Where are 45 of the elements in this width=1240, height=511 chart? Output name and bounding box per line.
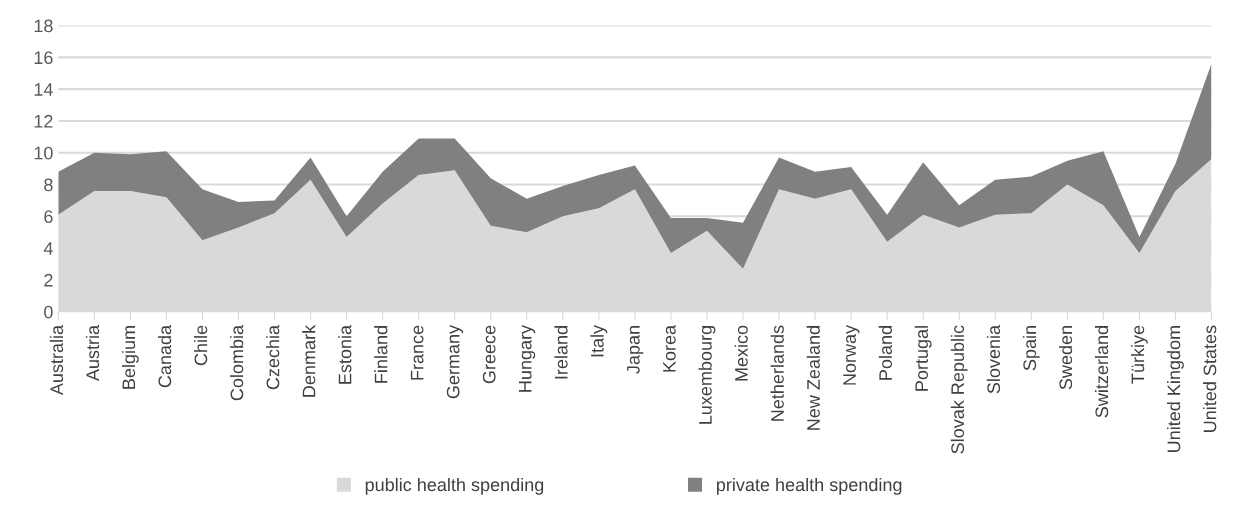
x-tick-label: Japan <box>627 326 644 374</box>
legend-label: private health spending <box>716 477 902 495</box>
y-tick-label: 0 <box>44 305 53 319</box>
y-tick-label: 16 <box>34 51 53 65</box>
x-tick-label: Luxembourg <box>698 326 716 424</box>
x-tick-label: Denmark <box>302 324 316 397</box>
x-tick-label: Poland <box>878 326 892 380</box>
x-tick-label: Slovenia <box>986 324 1001 394</box>
x-tick-label: Ireland <box>554 326 568 379</box>
x-tick-label: Italy <box>590 324 608 357</box>
y-tick-label: 6 <box>44 210 53 224</box>
y-tick-label: 18 <box>34 19 53 33</box>
x-tick-label: Australia <box>49 324 64 396</box>
x-tick-label: Belgium <box>121 326 139 389</box>
x-tick-label: Norway <box>843 324 860 385</box>
x-tick-label: Finland <box>374 326 388 383</box>
x-tick-label: United Kingdom <box>1167 326 1184 452</box>
x-tick-label: Türkiye <box>1130 325 1148 384</box>
y-tick-label: 4 <box>43 242 53 255</box>
y-tick-label: 8 <box>44 178 53 192</box>
x-tick-label: Slovak Republic <box>950 325 968 454</box>
x-tick-label: Switzerland <box>1094 326 1109 418</box>
y-tick-label: 12 <box>34 114 53 128</box>
x-tick-label: Portugal <box>914 326 932 391</box>
x-tick-label: New Zealand <box>806 326 820 430</box>
x-tick-label: Greece <box>482 325 496 384</box>
x-tick-label: France <box>410 325 424 380</box>
x-tick-label: Korea <box>663 324 676 372</box>
x-tick-label: Canada <box>157 324 172 388</box>
x-tick-label: United States <box>1203 325 1217 432</box>
legend-label: public health spending <box>365 477 544 495</box>
x-tick-label: Mexico <box>734 325 748 381</box>
x-tick-label: Sweden <box>1058 326 1073 390</box>
y-tick-label: 10 <box>34 146 53 160</box>
x-tick-label: Germany <box>446 324 464 399</box>
x-tick-label: Netherlands <box>770 325 784 421</box>
y-tick-label: 2 <box>44 273 53 287</box>
x-tick-label: Chile <box>194 325 208 366</box>
x-tick-label: Czechia <box>266 324 280 390</box>
x-tick-label: Colombia <box>230 324 244 401</box>
y-tick-label: 14 <box>34 83 53 96</box>
x-tick-label: Estonia <box>338 324 352 384</box>
x-tick-label: Austria <box>85 324 100 382</box>
x-tick-label: Spain <box>1022 326 1040 371</box>
x-tick-label: Hungary <box>519 324 536 392</box>
